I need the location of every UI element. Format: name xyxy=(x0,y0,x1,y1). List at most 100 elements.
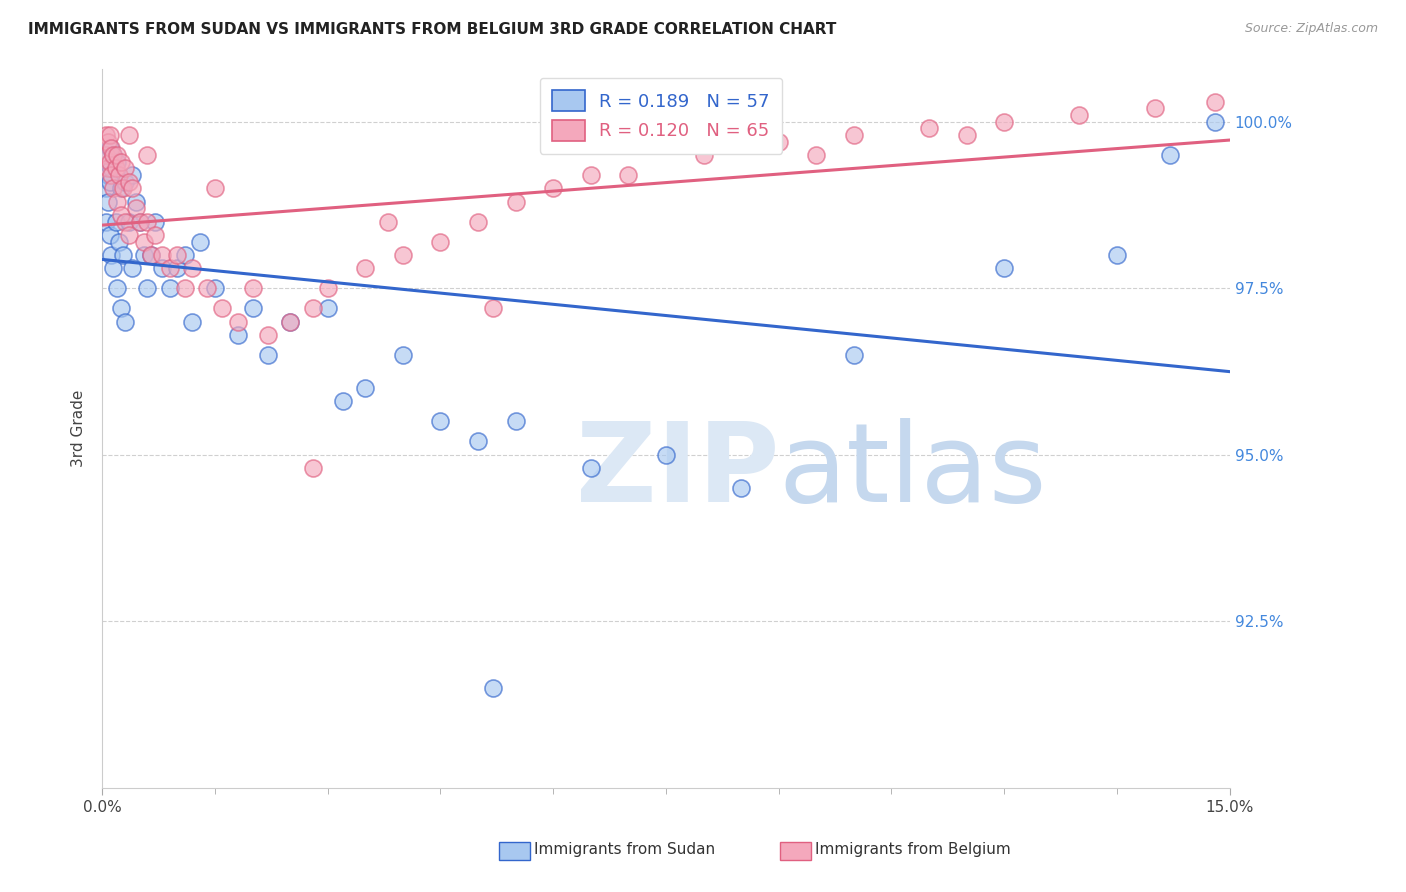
Point xyxy=(98,175,121,189)
Point xyxy=(166,248,188,262)
Point xyxy=(98,227,121,242)
Point xyxy=(429,415,451,429)
Point xyxy=(97,168,120,182)
Point xyxy=(392,348,415,362)
Point xyxy=(100,141,122,155)
Point xyxy=(136,281,159,295)
Point xyxy=(114,315,136,329)
Point xyxy=(103,261,125,276)
Point xyxy=(105,194,128,209)
Point xyxy=(136,148,159,162)
Point xyxy=(806,148,828,162)
Point xyxy=(692,148,714,162)
Point xyxy=(100,168,122,182)
Point xyxy=(112,248,135,262)
Point xyxy=(993,261,1015,276)
Point xyxy=(1069,108,1091,122)
Point xyxy=(429,235,451,249)
Point xyxy=(617,168,640,182)
Point xyxy=(842,348,865,362)
Point xyxy=(98,141,121,155)
Point xyxy=(278,315,301,329)
Point xyxy=(278,315,301,329)
Point xyxy=(505,194,527,209)
Point xyxy=(316,301,339,316)
Point xyxy=(166,261,188,276)
Point xyxy=(117,227,139,242)
Point xyxy=(110,181,132,195)
Point xyxy=(114,175,136,189)
Point xyxy=(150,248,173,262)
Point xyxy=(256,327,278,342)
Point xyxy=(1204,95,1226,109)
Point xyxy=(121,261,143,276)
Point xyxy=(97,194,120,209)
Point xyxy=(768,135,790,149)
Point xyxy=(105,154,128,169)
Point xyxy=(112,181,135,195)
Point xyxy=(204,281,226,295)
Text: Source: ZipAtlas.com: Source: ZipAtlas.com xyxy=(1244,22,1378,36)
Point xyxy=(505,415,527,429)
Text: IMMIGRANTS FROM SUDAN VS IMMIGRANTS FROM BELGIUM 3RD GRADE CORRELATION CHART: IMMIGRANTS FROM SUDAN VS IMMIGRANTS FROM… xyxy=(28,22,837,37)
Point xyxy=(354,261,377,276)
Point xyxy=(188,235,211,249)
Point xyxy=(125,194,148,209)
Point xyxy=(316,281,339,295)
Point xyxy=(301,461,323,475)
Point xyxy=(211,301,233,316)
Point xyxy=(467,215,489,229)
Point xyxy=(110,154,132,169)
Point xyxy=(100,161,122,176)
Point xyxy=(98,154,121,169)
Point xyxy=(181,315,204,329)
Point xyxy=(103,148,125,162)
Point xyxy=(97,161,120,176)
Point xyxy=(1159,148,1181,162)
Point xyxy=(105,281,128,295)
Point xyxy=(467,434,489,449)
Point xyxy=(242,281,264,295)
Point xyxy=(103,181,125,195)
Point xyxy=(159,281,181,295)
Point xyxy=(482,681,505,695)
Point xyxy=(256,348,278,362)
Point xyxy=(730,481,752,495)
Text: Immigrants from Sudan: Immigrants from Sudan xyxy=(534,842,716,856)
Point xyxy=(392,248,415,262)
Point xyxy=(579,461,602,475)
Point xyxy=(107,235,129,249)
Point xyxy=(117,175,139,189)
Point xyxy=(181,261,204,276)
Point xyxy=(197,281,219,295)
Point xyxy=(121,181,143,195)
Point xyxy=(128,215,150,229)
Point xyxy=(107,168,129,182)
Point xyxy=(842,128,865,142)
Point xyxy=(1105,248,1128,262)
Point xyxy=(159,261,181,276)
Text: ZIP: ZIP xyxy=(576,417,779,524)
Y-axis label: 3rd Grade: 3rd Grade xyxy=(72,390,86,467)
Point xyxy=(98,128,121,142)
Text: atlas: atlas xyxy=(779,417,1047,524)
Point xyxy=(332,394,354,409)
Point xyxy=(993,115,1015,129)
Point xyxy=(174,281,197,295)
Point xyxy=(94,181,117,195)
Point xyxy=(105,148,128,162)
Point xyxy=(143,215,166,229)
Text: Immigrants from Belgium: Immigrants from Belgium xyxy=(815,842,1011,856)
Point xyxy=(117,128,139,142)
Point xyxy=(103,148,125,162)
Point xyxy=(128,215,150,229)
Point xyxy=(139,248,162,262)
Point xyxy=(918,121,941,136)
Point xyxy=(301,301,323,316)
Point xyxy=(143,227,166,242)
Point xyxy=(1204,115,1226,129)
Point xyxy=(354,381,377,395)
Point xyxy=(482,301,505,316)
Point xyxy=(242,301,264,316)
Point xyxy=(110,301,132,316)
